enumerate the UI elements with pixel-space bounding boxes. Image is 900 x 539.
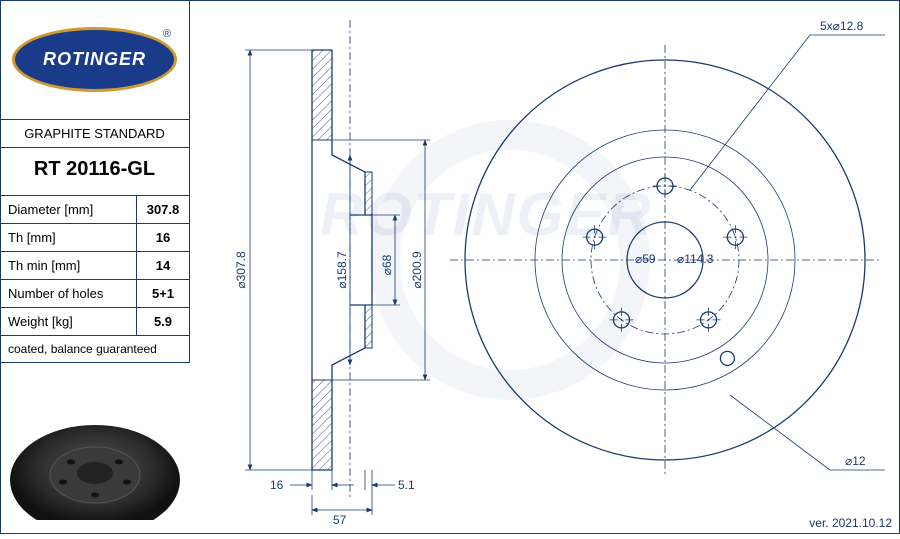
bolt-pattern-label: 5x⌀12.8 [820, 19, 864, 33]
spec-value: 5+1 [137, 280, 189, 307]
spec-row: Number of holes5+1 [0, 280, 190, 308]
dim-friction-id: ⌀200.9 [410, 251, 424, 289]
spec-value: 5.9 [137, 308, 189, 335]
spec-row: Th [mm]16 [0, 224, 190, 252]
spec-value: 14 [137, 252, 189, 279]
pcd-label: ⌀114.3 [677, 252, 714, 266]
footer-note: coated, balance guaranteed [0, 336, 190, 363]
brand-logo: ROTINGER [12, 27, 177, 92]
center-bore-label: ⌀59 [635, 252, 656, 266]
dim-offset: 57 [333, 513, 347, 527]
brand-text: ROTINGER [43, 49, 146, 70]
spec-label: Weight [kg] [0, 308, 137, 335]
spec-table: GRAPHITE STANDARD RT 20116-GL Diameter [… [0, 120, 190, 363]
spec-value: 307.8 [137, 196, 189, 223]
balance-hole-label: ⌀12 [845, 454, 866, 468]
part-number: RT 20116-GL [0, 148, 190, 196]
dim-hat-d: ⌀158.7 [335, 251, 349, 289]
product-photo [1, 400, 189, 520]
balance-hole-leader: ⌀12 [730, 395, 885, 470]
dim-bore-d: ⌀68 [380, 254, 394, 275]
spec-label: Number of holes [0, 280, 137, 307]
spec-label: Th [mm] [0, 224, 137, 251]
dim-hat-depth: 5.1 [398, 478, 415, 492]
version-text: ver. 2021.10.12 [809, 516, 892, 530]
side-section-view: ⌀307.8 ⌀158.7 ⌀68 ⌀200.9 16 57 5.1 [234, 20, 430, 527]
spec-label: Diameter [mm] [0, 196, 137, 223]
spec-header: GRAPHITE STANDARD [0, 120, 190, 148]
dim-outer-d: ⌀307.8 [234, 251, 248, 289]
spec-row: Th min [mm]14 [0, 252, 190, 280]
drawing-area: ⌀307.8 ⌀158.7 ⌀68 ⌀200.9 16 57 5.1 [190, 0, 900, 534]
dim-thickness: 16 [270, 478, 284, 492]
spec-label: Th min [mm] [0, 252, 137, 279]
spec-row: Diameter [mm]307.8 [0, 196, 190, 224]
registered-mark: ® [163, 28, 171, 40]
spec-row: Weight [kg]5.9 [0, 308, 190, 336]
front-view [450, 45, 880, 475]
logo-cell: ROTINGER ® [0, 0, 190, 120]
bolt-pattern-leader: 5x⌀12.8 [690, 19, 885, 190]
spec-value: 16 [137, 224, 189, 251]
